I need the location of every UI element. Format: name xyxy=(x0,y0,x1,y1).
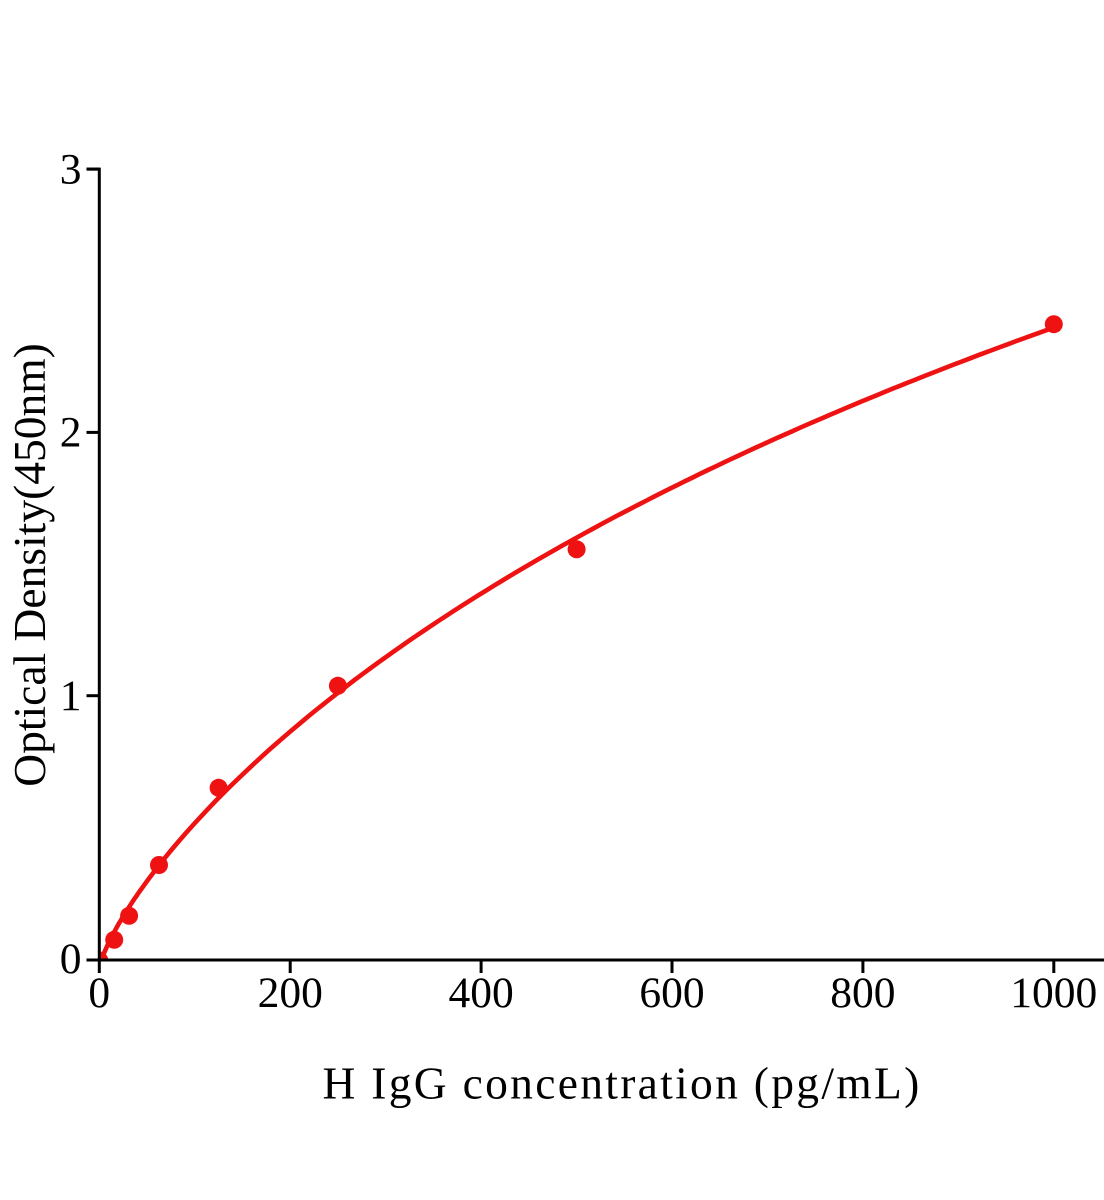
svg-text:1: 1 xyxy=(60,672,82,720)
svg-text:200: 200 xyxy=(258,969,323,1017)
svg-text:2: 2 xyxy=(60,409,82,457)
svg-text:1000: 1000 xyxy=(1010,969,1097,1017)
svg-text:400: 400 xyxy=(448,969,513,1017)
svg-text:H IgG concentration (pg/mL): H IgG concentration (pg/mL) xyxy=(322,1058,921,1109)
svg-text:800: 800 xyxy=(830,969,895,1017)
svg-text:3: 3 xyxy=(60,145,82,193)
svg-text:0: 0 xyxy=(88,969,110,1017)
svg-text:0: 0 xyxy=(60,935,82,983)
svg-text:600: 600 xyxy=(639,969,704,1017)
svg-text:Optical Density(450nm): Optical Density(450nm) xyxy=(4,343,55,787)
